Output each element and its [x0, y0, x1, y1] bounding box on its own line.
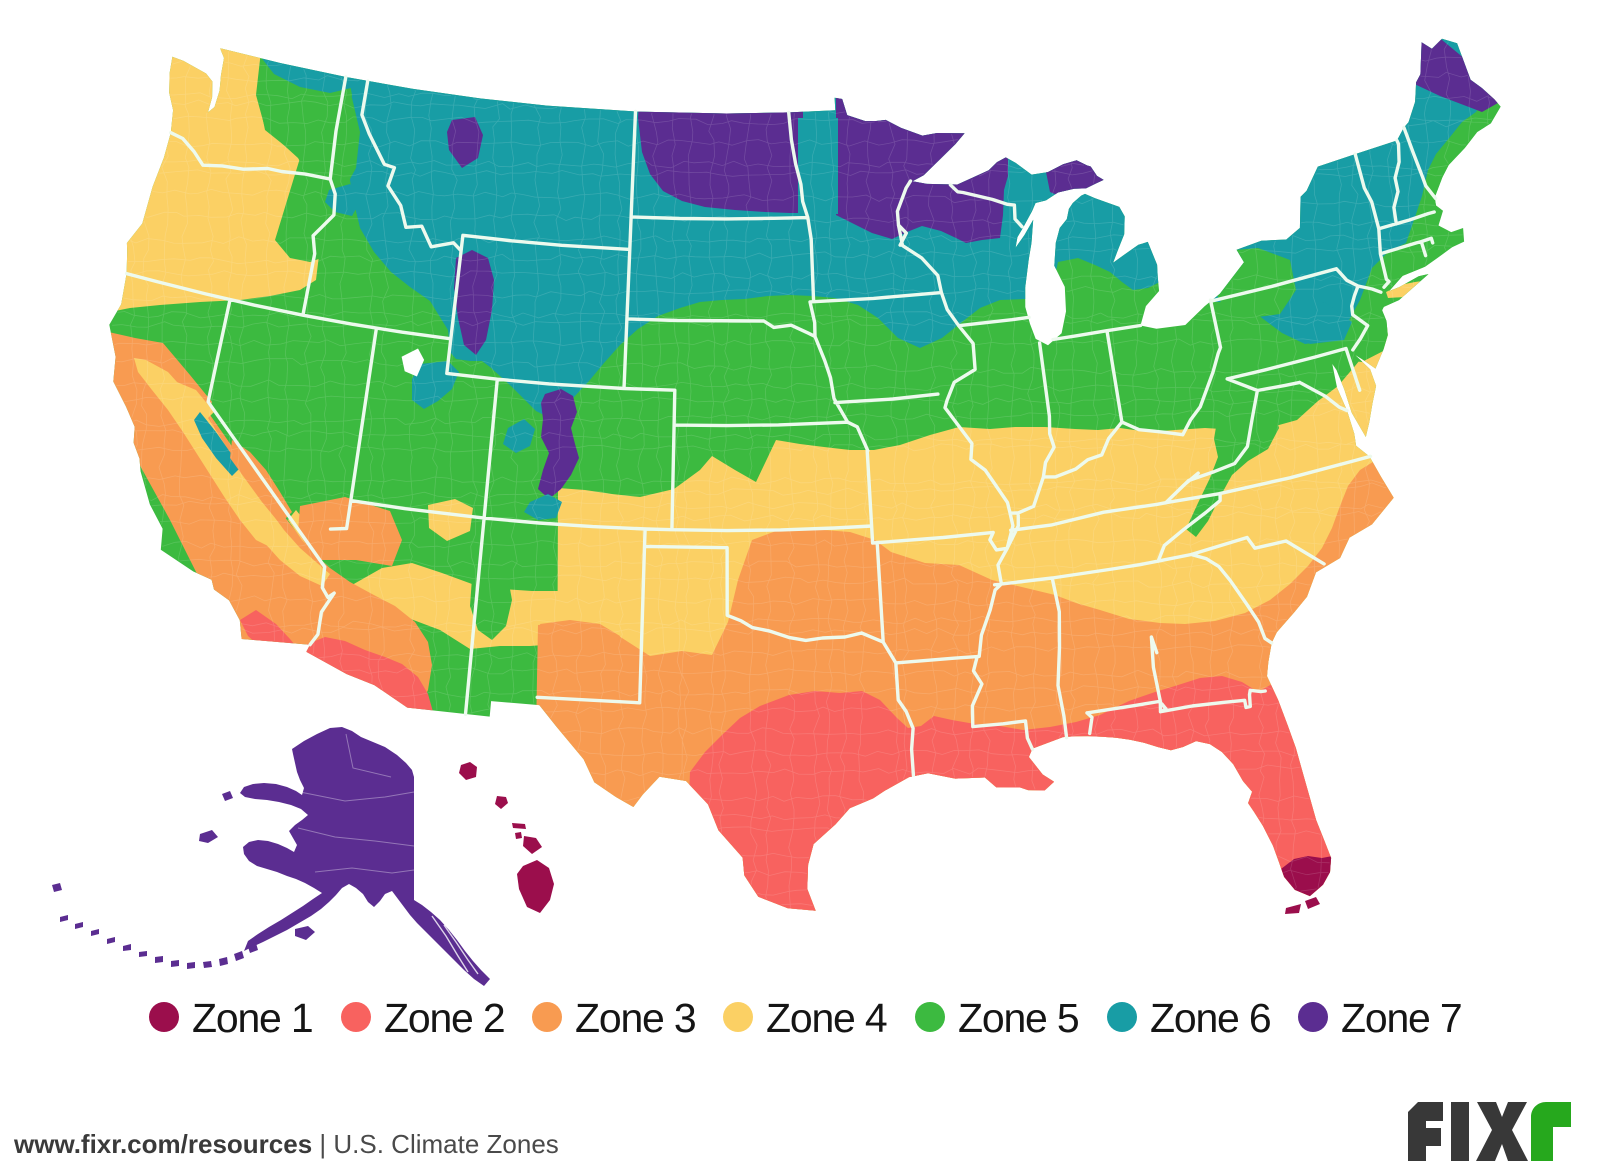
svg-text:www.fixr.com/resources | U.S.: www.fixr.com/resources | U.S. Climate Zo… [13, 1129, 559, 1159]
svg-text:Zone 5: Zone 5 [958, 995, 1079, 1041]
svg-text:Zone 1: Zone 1 [192, 995, 312, 1041]
svg-text:Zone 2: Zone 2 [384, 995, 504, 1041]
svg-text:Zone 3: Zone 3 [575, 995, 695, 1041]
svg-text:Zone 6: Zone 6 [1150, 995, 1270, 1041]
svg-text:Zone 7: Zone 7 [1341, 995, 1461, 1041]
svg-text:Zone 4: Zone 4 [766, 995, 887, 1041]
